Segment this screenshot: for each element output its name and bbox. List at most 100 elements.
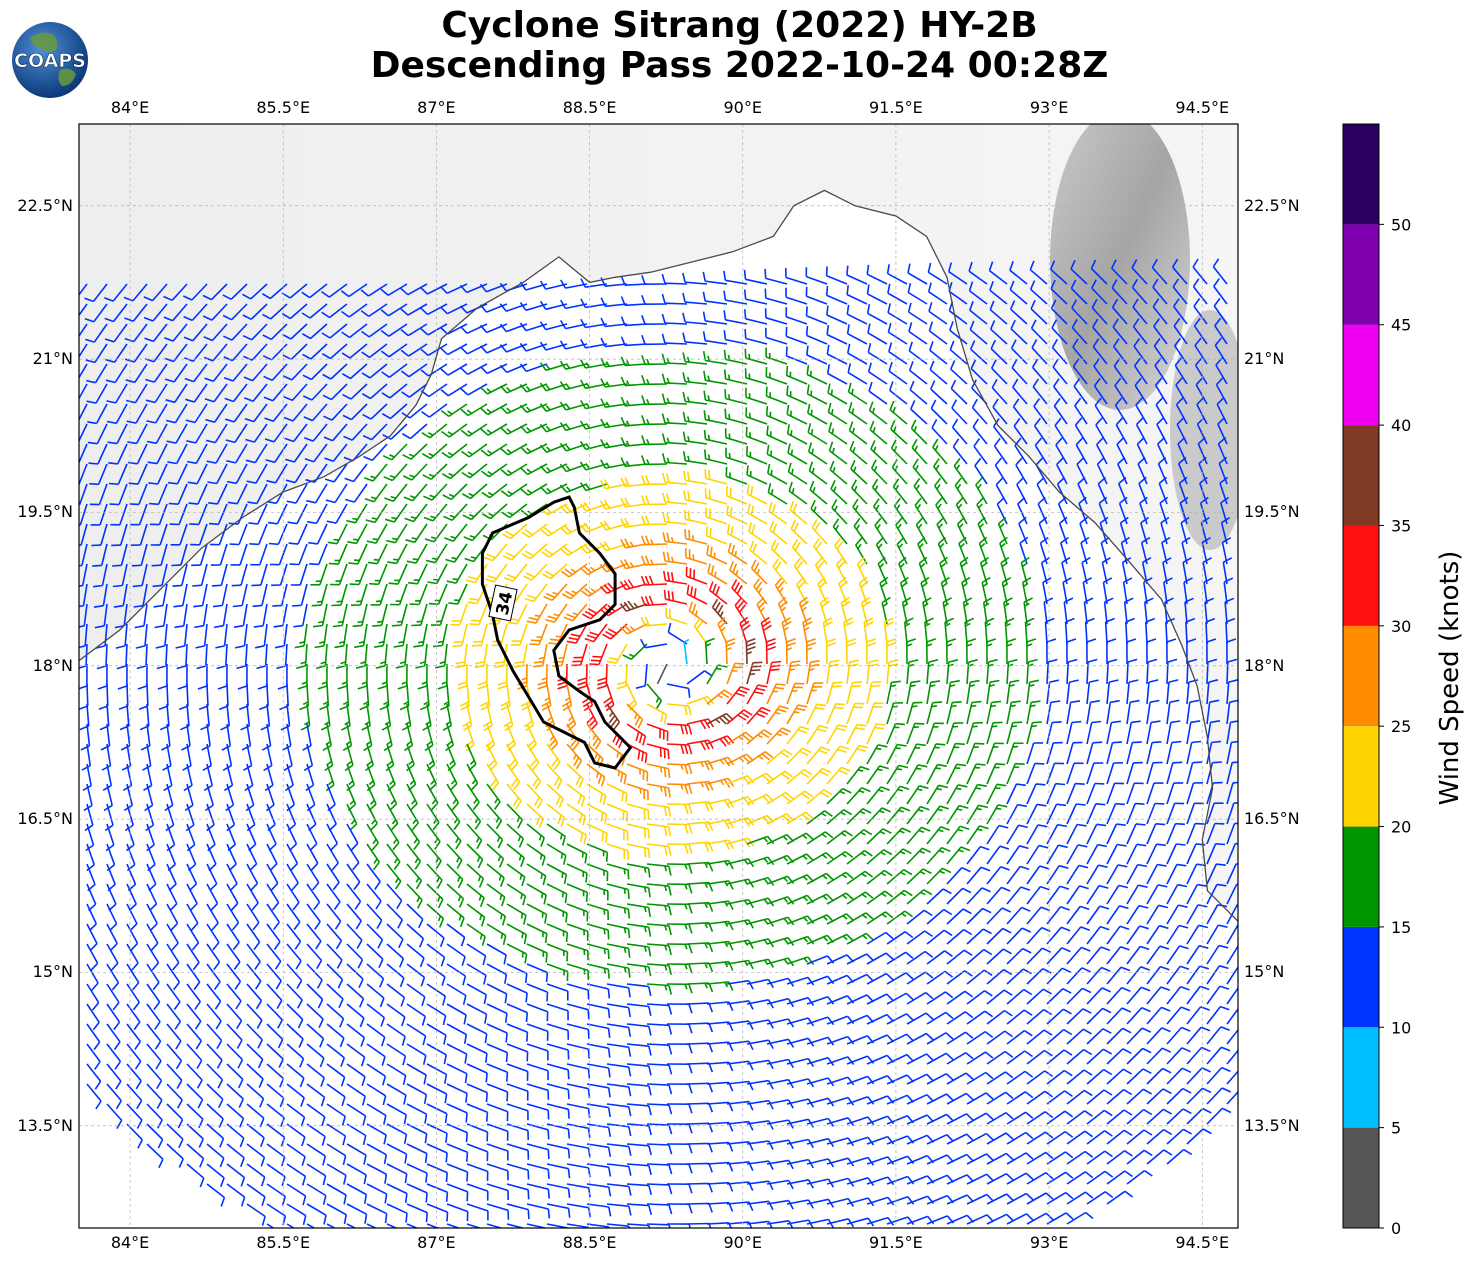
wind-barb bbox=[232, 583, 248, 608]
wind-barb bbox=[850, 459, 868, 485]
wind-barb bbox=[867, 323, 888, 345]
wind-barb bbox=[977, 516, 988, 545]
wind-barb bbox=[539, 423, 568, 433]
wind-barb bbox=[851, 479, 868, 505]
wind-barb bbox=[202, 283, 228, 301]
wind-barb bbox=[684, 548, 708, 565]
wind-barb bbox=[559, 503, 588, 514]
wind-barb bbox=[768, 501, 788, 525]
wind-barb bbox=[85, 343, 108, 364]
wind-barb bbox=[786, 424, 808, 445]
wind-barb bbox=[127, 423, 148, 445]
wind-barb bbox=[661, 293, 688, 305]
wind-barb bbox=[1175, 397, 1188, 425]
wind-barb bbox=[662, 551, 688, 565]
wind-barb bbox=[126, 403, 148, 424]
wind-barb bbox=[914, 497, 928, 525]
wind-barb bbox=[661, 453, 688, 465]
wind-barb bbox=[1196, 417, 1208, 445]
wind-barb bbox=[303, 403, 328, 422]
wind-barb bbox=[480, 423, 508, 436]
wind-barb bbox=[388, 563, 408, 585]
wind-barb bbox=[887, 283, 908, 305]
wind-barb bbox=[641, 435, 668, 446]
wind-barb bbox=[1012, 398, 1028, 425]
wind-barb bbox=[1154, 377, 1168, 405]
wind-barb bbox=[211, 563, 228, 587]
wind-barb bbox=[703, 410, 728, 425]
wind-barb bbox=[271, 563, 288, 587]
wind-barb bbox=[744, 368, 768, 385]
wind-barb bbox=[1055, 437, 1068, 465]
wind-barb bbox=[522, 563, 548, 581]
wind-barb bbox=[84, 303, 108, 323]
wind-barb bbox=[1033, 398, 1048, 425]
wind-barb bbox=[1058, 516, 1068, 545]
wind-barb bbox=[600, 357, 628, 368]
wind-barb bbox=[1095, 437, 1108, 465]
wind-barb bbox=[787, 462, 808, 485]
wind-barb bbox=[500, 443, 528, 456]
wind-barb bbox=[222, 303, 248, 321]
wind-barb bbox=[641, 315, 668, 325]
wind-barb bbox=[362, 423, 388, 441]
lon-tick-label-bottom: 94.5°E bbox=[1175, 1233, 1230, 1252]
wind-barb bbox=[1112, 318, 1128, 345]
wind-barb bbox=[723, 290, 748, 305]
colorbar: 0 5 10 15 20 25 30 35 40 45 50 bbox=[1342, 123, 1411, 1238]
wind-barb bbox=[683, 470, 708, 485]
wind-barb bbox=[104, 323, 128, 343]
wind-barb bbox=[247, 483, 268, 505]
wind-barb bbox=[113, 583, 128, 608]
wind-barb bbox=[380, 283, 408, 296]
wind-barb bbox=[328, 543, 348, 565]
wind-barb bbox=[521, 543, 548, 560]
wind-barb bbox=[600, 439, 628, 449]
wind-barb bbox=[682, 332, 708, 345]
wind-barb bbox=[933, 458, 948, 485]
wind-barb bbox=[993, 437, 1008, 465]
wind-barb bbox=[133, 583, 148, 608]
wind-barb bbox=[978, 536, 988, 565]
wind-barb bbox=[242, 323, 268, 341]
wind-barb bbox=[1193, 298, 1208, 325]
wind-barb bbox=[500, 403, 528, 415]
wind-barb bbox=[866, 264, 888, 285]
wind-barb bbox=[1198, 456, 1208, 485]
wind-barb bbox=[264, 423, 288, 443]
wind-barb bbox=[887, 303, 908, 325]
wind-barb bbox=[788, 481, 808, 505]
colorbar-segment bbox=[1343, 124, 1379, 225]
wind-barb bbox=[937, 536, 948, 565]
wind-barb bbox=[322, 383, 348, 401]
wind-barb bbox=[889, 400, 908, 425]
wind-barb bbox=[226, 463, 248, 485]
wind-barb bbox=[600, 459, 628, 469]
colorbar-tick-label: 45 bbox=[1391, 316, 1411, 335]
wind-barb bbox=[808, 461, 828, 485]
colorbar-segment bbox=[1343, 926, 1379, 1028]
wind-barb bbox=[519, 403, 548, 414]
wind-barb bbox=[620, 276, 648, 286]
wind-barb bbox=[1090, 259, 1108, 285]
wind-barb bbox=[1076, 457, 1088, 485]
wind-barb bbox=[290, 563, 308, 586]
wind-barb bbox=[479, 323, 508, 334]
wind-barb bbox=[89, 463, 108, 486]
wind-barb bbox=[972, 418, 988, 445]
wind-barb bbox=[847, 382, 868, 405]
wind-barb bbox=[640, 555, 668, 566]
wind-barb bbox=[79, 403, 88, 422]
wind-barb bbox=[440, 403, 468, 418]
lon-tick-label-top: 84°E bbox=[110, 98, 150, 117]
wind-barb bbox=[440, 323, 468, 335]
wind-barb bbox=[79, 283, 88, 297]
wind-barb bbox=[1054, 417, 1068, 445]
wind-barb bbox=[1158, 476, 1168, 505]
wind-barb bbox=[895, 517, 908, 545]
wind-barb bbox=[441, 423, 468, 438]
wind-barb bbox=[990, 339, 1008, 365]
wind-barb bbox=[1132, 298, 1148, 325]
wind-barb bbox=[950, 360, 968, 385]
wind-barb bbox=[661, 313, 688, 325]
